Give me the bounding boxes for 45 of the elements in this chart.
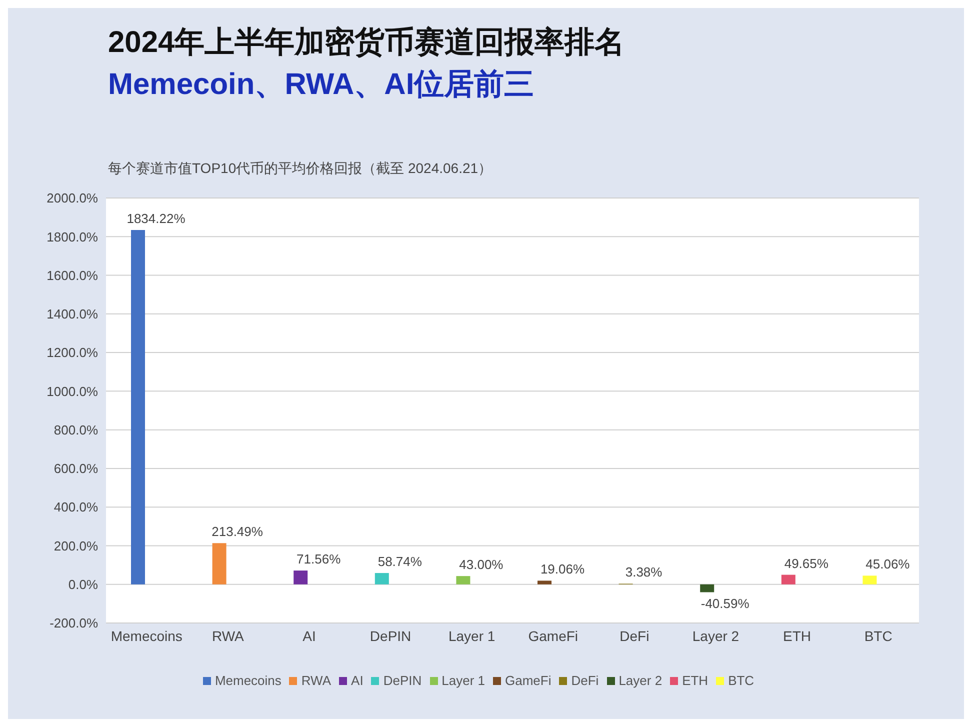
x-tick-label: ETH — [783, 628, 812, 644]
y-tick-label: 2000.0% — [46, 190, 98, 206]
data-label: -40.59% — [700, 596, 750, 612]
y-tick-label: 1600.0% — [46, 268, 98, 283]
y-tick-label: 400.0% — [54, 500, 98, 515]
data-label: 3.38% — [625, 564, 663, 580]
y-tick-label: 1400.0% — [46, 306, 98, 322]
data-label: 45.06% — [866, 556, 910, 572]
legend-label: AI — [350, 673, 364, 688]
data-label: 43.00% — [459, 557, 504, 572]
y-tick-label: 1000.0% — [46, 384, 98, 399]
x-tick-label: Layer 2 — [692, 628, 740, 644]
legend-label: BTC — [727, 673, 754, 688]
legend-label: Memecoins — [214, 673, 282, 688]
y-tick-label: 800.0% — [54, 422, 98, 438]
data-label: 71.56% — [296, 552, 342, 567]
y-tick-label: 0.0% — [68, 576, 98, 592]
chart-title: 2024年上半年加密货币赛道回报率排名 — [108, 25, 625, 61]
data-label: 213.49% — [212, 524, 264, 540]
legend-label: RWA — [300, 673, 332, 688]
y-tick-label: 1200.0% — [46, 345, 98, 360]
legend-label: Layer 2 — [618, 673, 662, 688]
x-tick-label: GameFi — [528, 628, 578, 644]
x-tick-label: RWA — [212, 628, 245, 644]
legend-label: Layer 1 — [440, 673, 485, 688]
x-tick-label: Memecoins — [110, 628, 182, 644]
legend-label: DePIN — [382, 673, 422, 688]
legend-label: ETH — [681, 673, 708, 688]
text: 每个赛道市值TOP10代币的平均价格回报（截至 2024.06.21） — [108, 160, 492, 178]
legend-label: DeFi — [570, 673, 599, 688]
chart-subtitle: Memecoin、RWA、AI位居前三 — [108, 67, 534, 103]
data-label: 49.65% — [784, 556, 829, 571]
x-tick-label: DePIN — [370, 628, 412, 644]
legend-label: GameFi — [504, 673, 552, 688]
y-tick-label: 200.0% — [54, 538, 98, 554]
data-label: 1834.22% — [126, 211, 186, 226]
y-tick-label: -200.0% — [50, 616, 98, 631]
data-label: 19.06% — [540, 562, 585, 577]
x-tick-label: BTC — [864, 628, 892, 644]
x-tick-label: Layer 1 — [448, 628, 496, 644]
x-tick-label: AI — [302, 628, 316, 644]
data-label: 58.74% — [378, 554, 422, 570]
x-tick-label: DeFi — [620, 628, 650, 644]
y-tick-label: 1800.0% — [46, 229, 98, 244]
y-tick-label: 600.0% — [54, 461, 98, 476]
